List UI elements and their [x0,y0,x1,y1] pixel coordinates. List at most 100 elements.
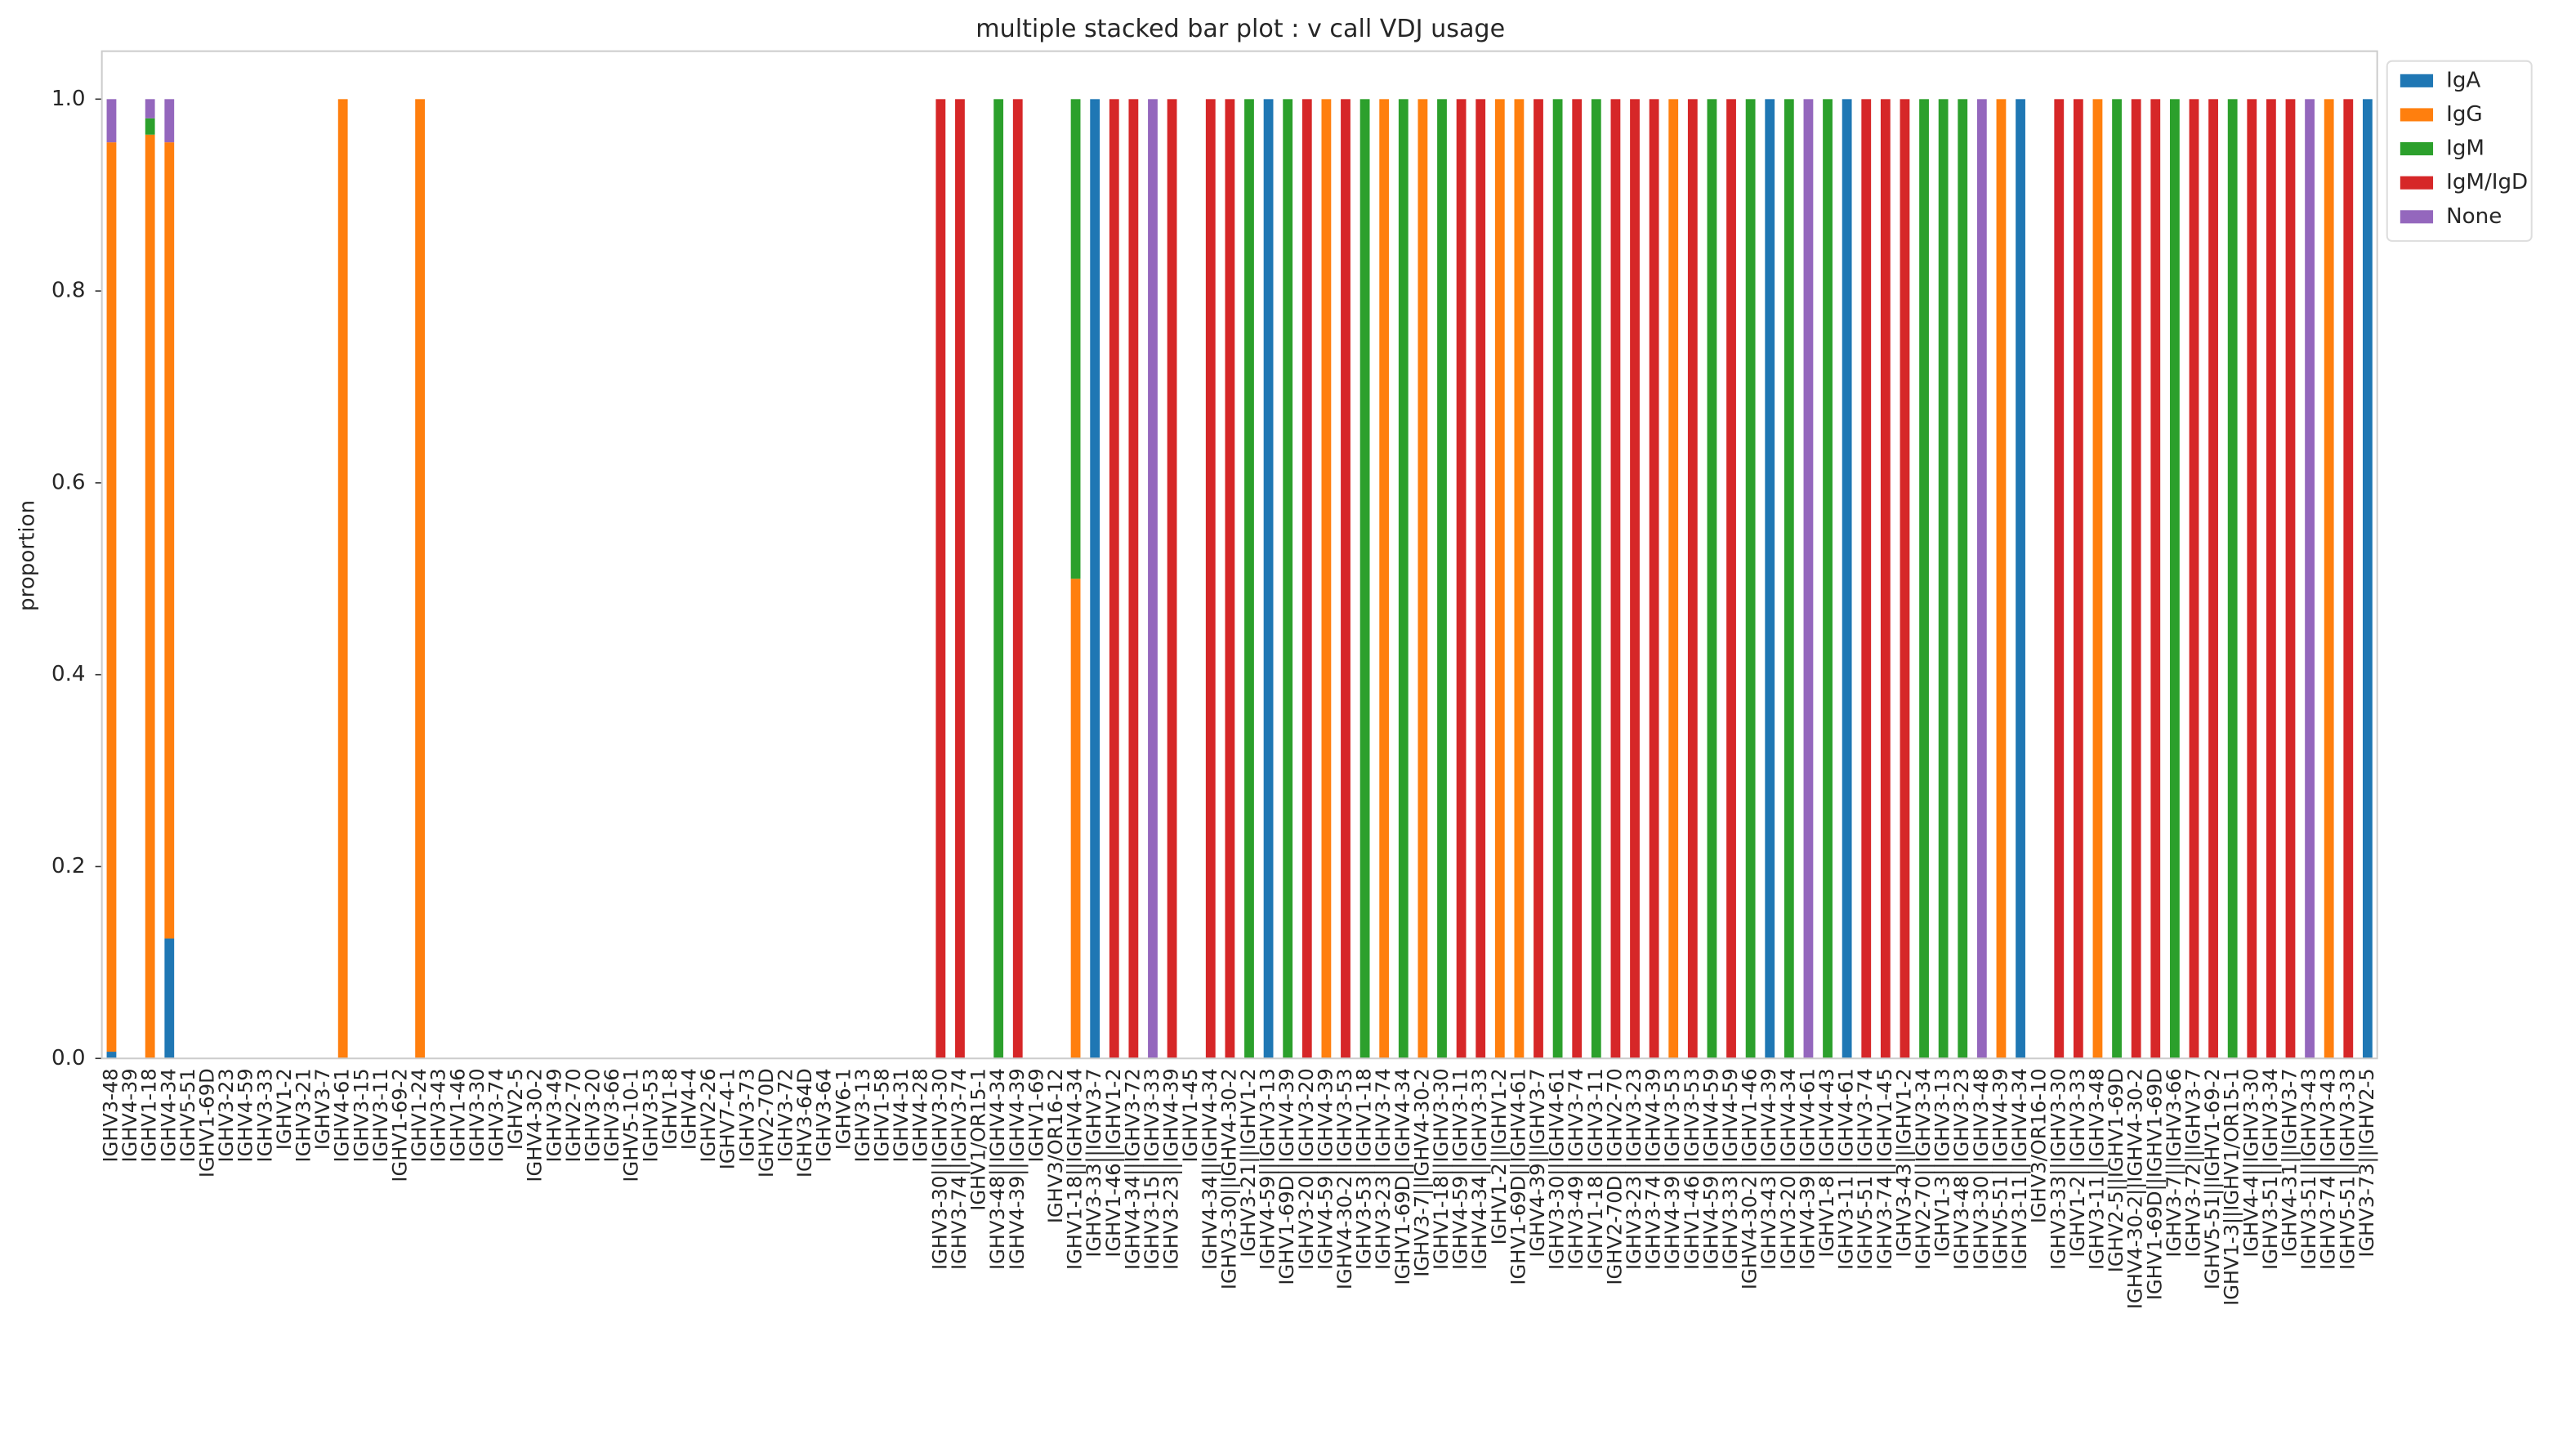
bar-segment [1534,99,1543,1059]
bar-segment [1842,99,1852,1059]
bar-segment [1283,99,1293,1059]
x-tick-label: IGHV3-74||IGHV3-74 [948,1068,971,1270]
bar-segment [1880,99,1891,1059]
bar-segment [2208,99,2218,1059]
bar-segment [2131,99,2141,1059]
x-tick-label: IGHV1-3||IGHV3-13 [1931,1068,1954,1257]
bar-segment [1976,99,1987,1059]
bar-segment [2305,99,2315,1059]
x-tick-label: IGHV3-64 [813,1068,836,1162]
bar-segment [955,99,965,1059]
x-tick-label: IGHV3-43||IGHV1-2 [1892,1068,1915,1257]
bar-segment [1514,99,1525,1059]
x-tick-label: IGHV3-53||IGHV1-18 [1353,1068,1376,1270]
bar-segment [1726,99,1736,1059]
x-tick-label: IGHV3-23||IGHV4-39 [1160,1068,1183,1270]
y-tick-label: 0.2 [51,854,86,878]
bar-segment [1494,99,1505,1059]
bar-segment [1823,99,1833,1059]
x-tick-label: IGHV1-46||IGHV1-2 [1102,1068,1125,1257]
x-tick-label: IGHV3-7||IGHV3-66 [2163,1068,2185,1257]
x-tick-label: IGHV1-69-2 [389,1068,412,1182]
bar-segment [1090,99,1100,1059]
x-tick-label: IGHV3-20 [582,1068,605,1162]
x-tick-label: IGHV3-74||IGHV4-39 [1642,1068,1665,1270]
bar-segment [2362,99,2373,1059]
legend-swatch [2400,142,2434,156]
bar-segment [1263,99,1274,1059]
x-tick-label: IGHV1-69D||IGHV4-34 [1391,1068,1414,1285]
bar-segment [1572,99,1583,1059]
x-tick-label: IGHV1-18 [138,1068,161,1162]
x-tick-label: IGHV3-64D [793,1068,816,1178]
bar-segment [145,99,155,118]
legend-swatch [2400,176,2434,190]
x-tick-label: IGHV1-3||IGHV1/OR15-1 [2221,1068,2243,1306]
x-tick-label: IGHV1-24 [408,1068,431,1162]
bar-segment [1784,99,1794,1059]
x-tick-label: IGHV3-11||IGHV3-48 [2085,1068,2108,1270]
x-tick-label: IGHV4-39||IGHV4-61 [1796,1068,1819,1270]
x-tick-label: IGHV4-59||IGHV4-59 [1699,1068,1722,1270]
bar-segment [145,118,155,135]
x-tick-label: IGHV3-30||IGHV4-61 [1546,1068,1569,1270]
x-tick-label: IGHV5-51 [176,1068,199,1162]
x-tick-label: IGHV7-4-1 [717,1068,739,1169]
bar-segment [1167,99,1177,1059]
bar-segment [1707,99,1717,1059]
x-tick-label: IGHV4-4 [678,1068,701,1150]
x-tick-label: IGHV4-30-2||IGHV3-53 [1333,1068,1356,1289]
bar-segment [1244,99,1254,1059]
x-tick-label: IGHV3-15||IGHV3-33 [1141,1068,1163,1270]
x-tick-label: IGHV1-58 [871,1068,894,1162]
x-tick-label: IGHV3-15 [350,1068,373,1162]
x-tick-label: IGHV3-48 [99,1068,122,1162]
x-tick-label: IGHV1/OR15-1 [967,1068,990,1210]
x-tick-label: IGHV1-18||IGHV3-30 [1430,1068,1453,1270]
x-tick-label: IGHV3-7 [311,1068,334,1150]
bar-segment [337,99,348,1059]
x-tick-label: IGHV4-34||IGHV4-34 [1199,1068,1221,1270]
y-tick-label: 0.4 [51,662,86,686]
x-tick-label: IGHV5-51||IGHV3-33 [2336,1068,2359,1270]
x-tick-label: IGHV4-31||IGHV3-7 [2278,1068,2301,1257]
legend-label: IgM/IgD [2446,170,2528,194]
bar-segment [1456,99,1467,1059]
bar-segment [164,142,175,939]
bar-segment [1630,99,1640,1059]
y-tick-label: 0.0 [51,1046,86,1070]
bar-segment [1341,99,1351,1059]
bar-segment [164,99,175,143]
bar-segment [1205,99,1216,1059]
x-tick-label: IGHV3-23||IGHV3-74 [1372,1068,1395,1270]
x-tick-label: IGHV4-39||IGHV3-7 [1526,1068,1549,1257]
bar-segment [1649,99,1659,1059]
bar-segment [2285,99,2296,1059]
x-tick-label: IGHV3-33||IGHV4-59 [1719,1068,1742,1270]
bar-segment [164,938,175,1059]
x-tick-label: IGHV4-59||IGHV3-11 [1449,1068,1472,1270]
x-tick-label: IGHV3-30||IGHV3-30 [928,1068,951,1270]
bar-segment [1070,579,1081,1059]
bar-segment [1321,99,1332,1059]
bar-segment [1591,99,1601,1059]
bar-segment [2227,99,2238,1059]
plot-frame [100,50,2378,1060]
bar-segment [2150,99,2161,1059]
y-tick-label: 0.6 [51,470,86,494]
x-tick-label: IGHV3-74||IGHV1-45 [1873,1068,1896,1270]
bar-segment [1379,99,1390,1059]
legend-label: IgG [2446,102,2483,127]
x-tick-label: IGHV4-39||IGHV3-53 [1661,1068,1684,1270]
bar-segment [1109,99,1119,1059]
legend-swatch [2400,210,2434,224]
x-tick-label: IGHV3-11 [369,1068,392,1162]
x-tick-label: IGHV1-46||IGHV3-53 [1681,1068,1703,1270]
bar-segment [106,1052,117,1059]
x-tick-label: IGHV3-49||IGHV3-74 [1565,1068,1587,1270]
x-tick-label: IGHV5-10-1 [620,1068,643,1182]
x-tick-label: IGHV3-23 [215,1068,238,1162]
bar-segment [1996,99,2007,1059]
